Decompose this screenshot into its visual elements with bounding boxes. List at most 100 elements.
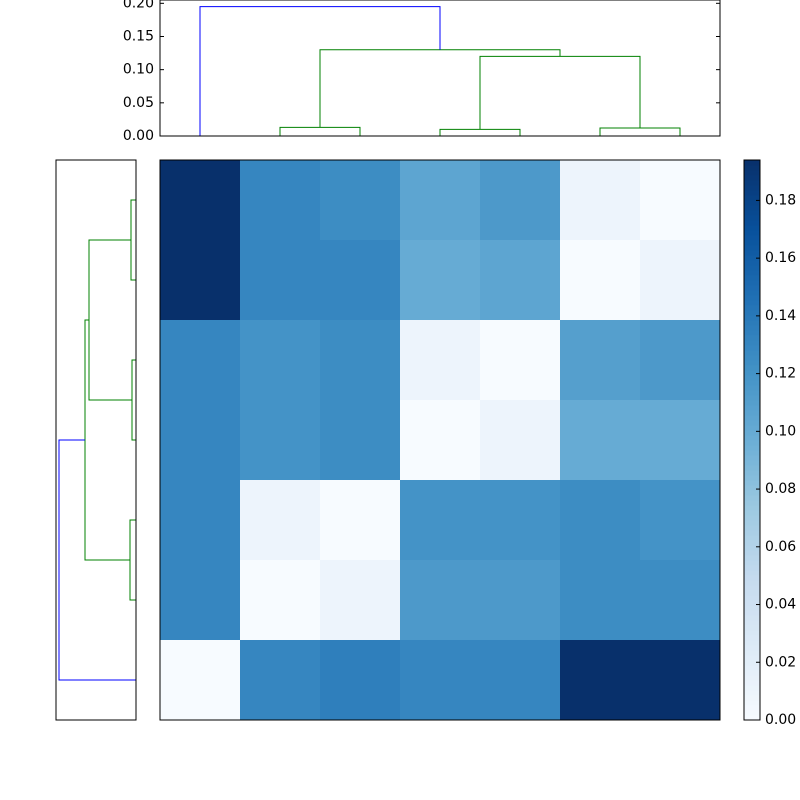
y-tick-label: 0.20 bbox=[123, 0, 154, 11]
colorbar-segment bbox=[744, 425, 760, 431]
colorbar-segment bbox=[744, 395, 760, 401]
colorbar-tick-label: 0.06 bbox=[765, 539, 796, 555]
heatmap-cell bbox=[480, 640, 561, 721]
heatmap-cell bbox=[560, 480, 641, 561]
colorbar-segment bbox=[744, 225, 760, 231]
y-tick-label: 0.10 bbox=[123, 62, 154, 78]
dendrogram-link bbox=[84, 319, 130, 561]
heatmap-cell bbox=[320, 480, 401, 561]
colorbar-segment bbox=[744, 220, 760, 226]
heatmap-cell bbox=[480, 400, 561, 481]
colorbar-segment bbox=[744, 415, 760, 421]
colorbar-segment bbox=[744, 360, 760, 366]
colorbar-segment bbox=[744, 510, 760, 516]
heatmap-cell bbox=[400, 160, 481, 241]
colorbar-segment bbox=[744, 305, 760, 311]
heatmap-cell bbox=[320, 160, 401, 241]
colorbar-segment bbox=[744, 160, 760, 166]
colorbar-frame bbox=[743, 159, 761, 721]
colorbar-segment bbox=[744, 255, 760, 261]
colorbar-tick-label: 0.00 bbox=[765, 712, 796, 728]
colorbar-segment bbox=[744, 205, 760, 211]
heatmap-cell bbox=[320, 560, 401, 641]
heatmap-cell bbox=[640, 240, 721, 321]
colorbar-segment bbox=[744, 670, 760, 676]
colorbar-segment bbox=[744, 400, 760, 406]
colorbar-segment bbox=[744, 325, 760, 331]
heatmap-cell bbox=[400, 640, 481, 721]
heatmap-cell bbox=[640, 320, 721, 401]
colorbar-segment bbox=[744, 340, 760, 346]
heatmap-cell bbox=[320, 320, 401, 401]
heatmap-cell bbox=[560, 400, 641, 481]
colorbar-segment bbox=[744, 390, 760, 396]
colorbar-segment bbox=[744, 190, 760, 196]
colorbar-segment bbox=[744, 515, 760, 521]
colorbar-segment bbox=[744, 300, 760, 306]
colorbar-segment bbox=[744, 665, 760, 671]
colorbar-segment bbox=[744, 580, 760, 586]
colorbar-segment bbox=[744, 535, 760, 541]
colorbar-segment bbox=[744, 640, 760, 646]
heatmap-cell bbox=[400, 240, 481, 321]
colorbar-segment bbox=[744, 635, 760, 641]
heatmap-cell bbox=[400, 320, 481, 401]
colorbar-segment bbox=[744, 330, 760, 336]
colorbar-segment bbox=[744, 530, 760, 536]
colorbar-segment bbox=[744, 600, 760, 606]
dendrogram-link bbox=[88, 239, 132, 401]
dendrogram-link bbox=[129, 519, 136, 601]
colorbar-segment bbox=[744, 365, 760, 371]
heatmap-cell bbox=[640, 400, 721, 481]
colorbar-segment bbox=[744, 435, 760, 441]
colorbar-segment bbox=[744, 605, 760, 611]
colorbar-segment bbox=[744, 295, 760, 301]
colorbar-segment bbox=[744, 195, 760, 201]
colorbar-tick-label: 0.12 bbox=[765, 366, 796, 382]
colorbar-segment bbox=[744, 520, 760, 526]
dendrogram-link bbox=[599, 127, 681, 136]
colorbar-segment bbox=[744, 380, 760, 386]
dendrogram-link bbox=[319, 49, 561, 128]
colorbar-segment bbox=[744, 445, 760, 451]
heatmap-cell bbox=[560, 560, 641, 641]
colorbar-segment bbox=[744, 615, 760, 621]
colorbar-segment bbox=[744, 540, 760, 546]
dendrogram-link bbox=[199, 6, 441, 136]
colorbar-segment bbox=[744, 375, 760, 381]
colorbar-segment bbox=[744, 695, 760, 701]
dendrogram-link bbox=[279, 126, 361, 136]
colorbar-segment bbox=[744, 275, 760, 281]
heatmap-cell bbox=[640, 160, 721, 241]
colorbar-segment bbox=[744, 210, 760, 216]
dendrogram-link bbox=[439, 128, 521, 136]
heatmap-cell bbox=[560, 640, 641, 721]
colorbar-segment bbox=[744, 320, 760, 326]
colorbar-segment bbox=[744, 655, 760, 661]
heatmap-cell bbox=[320, 400, 401, 481]
colorbar-segment bbox=[744, 335, 760, 341]
colorbar-segment bbox=[744, 235, 760, 241]
colorbar-segment bbox=[744, 285, 760, 291]
colorbar-segment bbox=[744, 440, 760, 446]
dendrogram-frame bbox=[55, 159, 137, 721]
colorbar-segment bbox=[744, 310, 760, 316]
heatmap-cell bbox=[240, 160, 321, 241]
heatmap-cell bbox=[480, 240, 561, 321]
colorbar-segment bbox=[744, 345, 760, 351]
heatmap-cell bbox=[560, 160, 641, 241]
colorbar-segment bbox=[744, 185, 760, 191]
colorbar-segment bbox=[744, 680, 760, 686]
colorbar-segment bbox=[744, 710, 760, 716]
colorbar-segment bbox=[744, 675, 760, 681]
colorbar-segment bbox=[744, 385, 760, 391]
colorbar-segment bbox=[744, 490, 760, 496]
colorbar-segment bbox=[744, 645, 760, 651]
colorbar-segment bbox=[744, 625, 760, 631]
heatmap-cell bbox=[240, 560, 321, 641]
colorbar-segment bbox=[744, 350, 760, 356]
colorbar-segment bbox=[744, 280, 760, 286]
colorbar-segment bbox=[744, 705, 760, 711]
colorbar-tick-label: 0.02 bbox=[765, 654, 796, 670]
dendrogram-link bbox=[58, 439, 136, 681]
